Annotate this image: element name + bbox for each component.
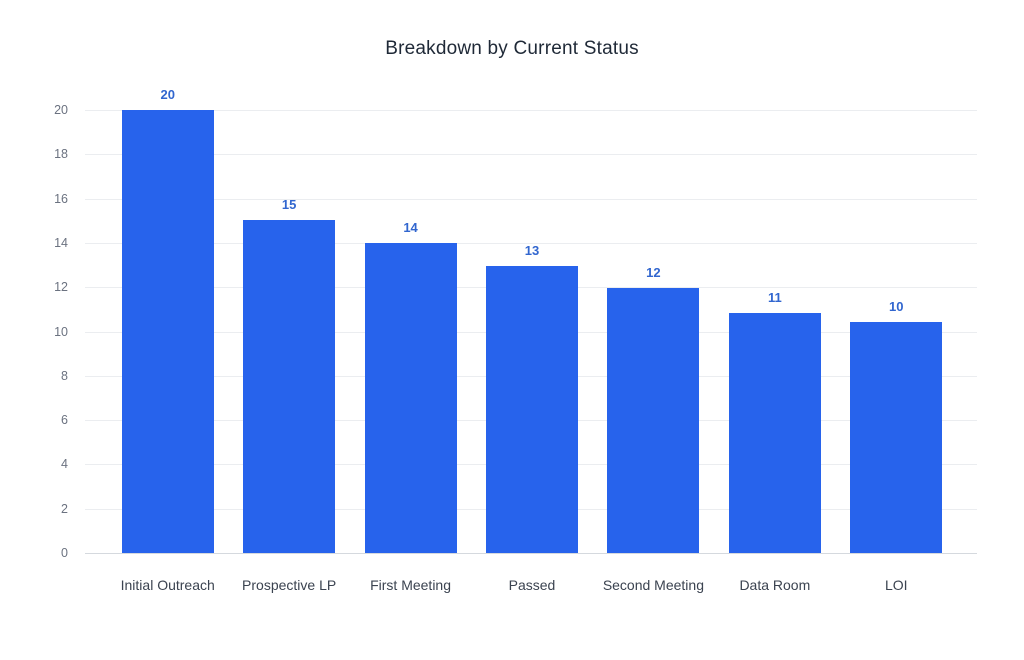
bar-value-label: 14 (403, 219, 418, 235)
gridline (85, 242, 977, 244)
y-axis-tick-label: 16 (54, 191, 68, 206)
y-axis-tick-label: 14 (54, 235, 68, 250)
y-axis-tick-label: 8 (61, 368, 68, 383)
plot-area: 0 2 4 6 8 10 12 14 16 18 20 20 Initial Outreach 15 Pro… (54, 87, 977, 593)
x-axis-category-label: Prospective LP (242, 577, 337, 593)
bar-group: 10 LOI (836, 110, 957, 593)
bar-passed[interactable] (485, 266, 578, 553)
bar-value-label: 13 (524, 243, 540, 259)
bar-value-label: 10 (889, 298, 904, 314)
y-axis-tick-label: 2 (61, 501, 68, 516)
y-axis-tick-label: 4 (61, 457, 68, 472)
bar-prospective-lp[interactable] (243, 219, 336, 553)
bar-group: 14 First Meeting (350, 110, 471, 593)
x-axis-category-label: Second Meeting (602, 577, 704, 593)
gridline (85, 110, 977, 111)
bar-value-label: 20 (160, 87, 175, 102)
bar-initial-outreach[interactable] (121, 110, 214, 553)
gridline (85, 198, 977, 200)
bar-group: 20 Initial Outreach (107, 87, 228, 593)
bar-group: 13 Passed (471, 110, 592, 593)
bar-second-meeting[interactable] (607, 288, 700, 553)
y-axis-tick-label: 0 (61, 546, 68, 560)
bar-loi[interactable] (850, 321, 943, 553)
x-axis-category-label: Data Room (739, 577, 811, 593)
chart-title: Breakdown by Current Status (385, 38, 639, 59)
bar-value-label: 12 (646, 265, 661, 281)
bar-data-room[interactable] (728, 312, 821, 553)
y-axis-tick-label: 12 (54, 280, 68, 295)
y-axis-tick-label: 20 (54, 103, 68, 117)
y-axis-tick-label: 10 (54, 324, 68, 339)
gridline (85, 154, 977, 156)
bar-group: 15 Prospective LP (228, 110, 349, 593)
bar-group: 12 Second Meeting (593, 110, 714, 593)
bar-value-label: 11 (767, 289, 782, 305)
x-axis-category-label: Initial Outreach (120, 577, 215, 593)
x-axis-baseline (85, 553, 977, 554)
x-axis-category-label: Passed (508, 577, 556, 593)
y-axis-tick-label: 6 (61, 413, 68, 428)
x-axis-category-label: LOI (884, 577, 908, 593)
bar-value-label: 15 (281, 196, 297, 212)
bar-first-meeting[interactable] (364, 242, 457, 553)
y-axis-tick-label: 18 (54, 147, 68, 162)
bar-group: 11 Data Room (714, 110, 835, 593)
x-axis-category-label: First Meeting (370, 577, 452, 593)
